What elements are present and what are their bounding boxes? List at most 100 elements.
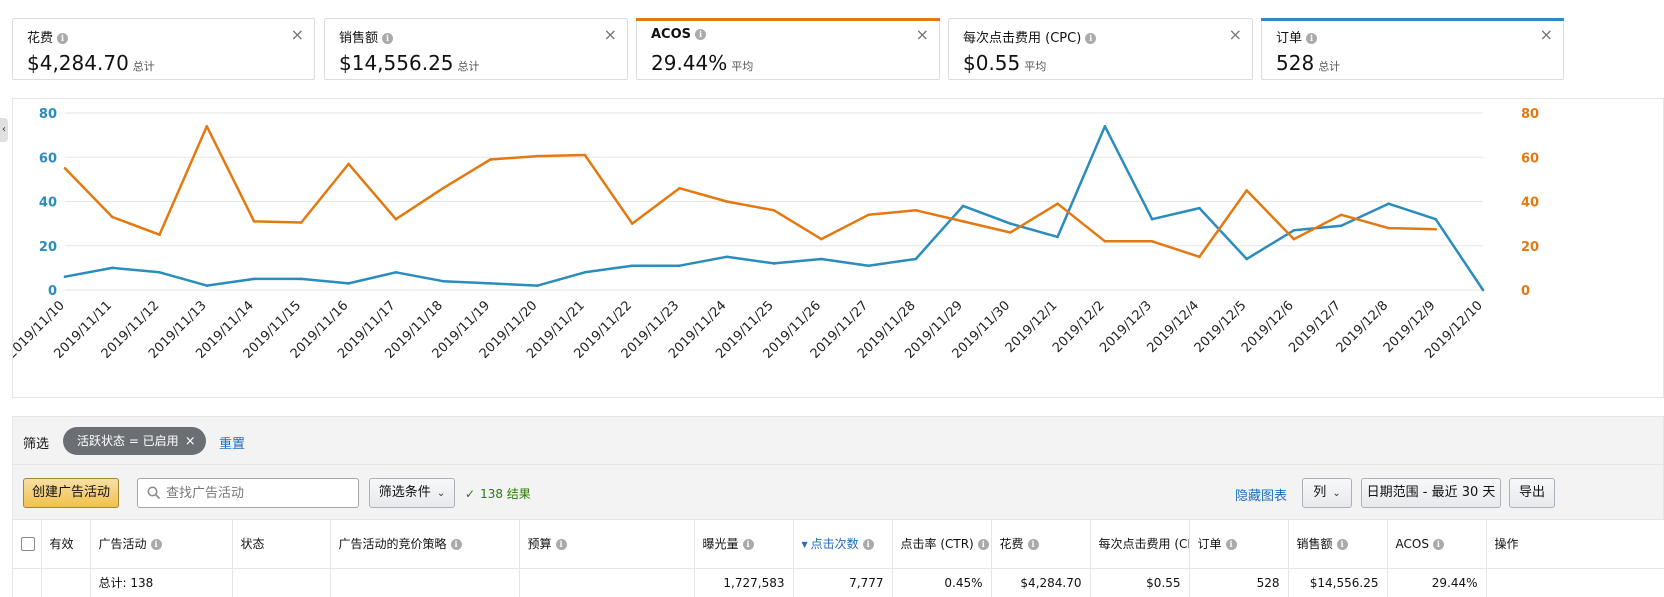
close-icon[interactable]: ×	[915, 25, 929, 44]
metric-accent-bar	[1261, 18, 1564, 21]
info-icon[interactable]: i	[1027, 539, 1039, 551]
data-point	[158, 233, 161, 236]
data-point	[1292, 228, 1296, 232]
column-header[interactable]: ACOS i	[1387, 520, 1487, 569]
select-all-cell	[13, 520, 42, 569]
reset-filters-link[interactable]: 重置	[219, 437, 246, 452]
chevron-down-icon: ⌄	[1332, 488, 1341, 499]
data-point	[1103, 240, 1107, 243]
table-cell: 0.45%	[892, 568, 992, 597]
export-button[interactable]: 导出	[1509, 478, 1555, 508]
info-icon[interactable]: i	[1432, 538, 1444, 550]
close-icon[interactable]: ×	[1539, 25, 1553, 44]
columns-button[interactable]: 列 ⌄	[1302, 478, 1352, 508]
info-icon[interactable]: i	[382, 33, 394, 44]
hide-chart-link[interactable]: 隐藏图表	[1235, 489, 1288, 504]
data-point	[961, 204, 965, 208]
active-filter-pill[interactable]: 活跃状态 = 已启用 ×	[63, 427, 206, 455]
table-cell: $0.55	[1090, 568, 1190, 597]
data-point	[1339, 213, 1343, 217]
data-point	[583, 153, 587, 157]
info-icon[interactable]: i	[1306, 33, 1318, 44]
data-point	[394, 217, 398, 221]
info-icon[interactable]: i	[862, 539, 874, 551]
column-header-sorted[interactable]: ▼ 点击次数 i	[793, 520, 893, 569]
data-point	[300, 221, 303, 224]
close-icon[interactable]: ×	[290, 25, 304, 44]
y-tick-label-left: 0	[48, 284, 57, 299]
data-point	[536, 284, 539, 287]
column-header[interactable]: 广告活动 i	[90, 520, 233, 569]
date-range-button[interactable]: 日期范围 - 最近 30 天	[1361, 478, 1501, 508]
metric-label: ACOS i	[651, 27, 707, 42]
data-point	[1245, 257, 1248, 261]
column-header[interactable]: 状态	[232, 520, 331, 569]
data-point	[772, 262, 776, 265]
data-point	[1150, 217, 1154, 221]
campaign-search[interactable]	[137, 478, 359, 508]
table-cell	[1486, 568, 1664, 597]
data-point	[394, 271, 398, 274]
column-header[interactable]: 操作	[1486, 520, 1664, 569]
close-icon[interactable]: ×	[1228, 25, 1242, 44]
metric-label: 订单 i	[1276, 27, 1318, 46]
column-header[interactable]: 广告活动的竞价策略 i	[330, 520, 520, 569]
filter-conditions-button[interactable]: 筛选条件 ⌄	[369, 478, 455, 508]
column-header[interactable]: 订单 i	[1189, 520, 1289, 569]
info-icon[interactable]: i	[977, 539, 989, 551]
column-header[interactable]: 有效	[41, 520, 91, 569]
column-header[interactable]: 点击率 (CTR) i	[892, 520, 992, 569]
data-point	[1292, 237, 1296, 241]
metric-accent-bar	[636, 18, 940, 21]
metric-card-sales[interactable]: 销售额 i $14,556.25 总计 ×	[324, 18, 628, 80]
search-input[interactable]	[166, 483, 354, 503]
metric-cards: 花费 i $4,284.70 总计 × 销售额 i $14,556.25 总计 × AC…	[12, 18, 1664, 80]
table-header-row: 有效 广告活动 i 状态 广告活动的竞价策略 i 预算 i 曝光量 i ▼ 点击次数 i 点…	[13, 520, 1664, 569]
column-header[interactable]: 每次点击费用 (CPC)	[1090, 520, 1190, 569]
column-header[interactable]: 销售额 i	[1288, 520, 1388, 569]
data-point	[158, 271, 161, 274]
series-line-1	[64, 125, 1485, 291]
search-icon	[147, 486, 161, 500]
column-header[interactable]: 曝光量 i	[694, 520, 794, 569]
data-point	[867, 264, 870, 267]
y-tick-label-right: 60	[1521, 151, 1539, 166]
info-icon[interactable]: i	[1085, 33, 1097, 44]
metric-value: $0.55 平均	[963, 51, 1047, 75]
data-point	[110, 266, 114, 270]
close-icon[interactable]: ×	[603, 25, 617, 44]
collapse-sidebar-handle[interactable]: ‹	[0, 118, 8, 142]
create-campaign-button[interactable]: 创建广告活动	[23, 478, 119, 508]
data-point	[1009, 222, 1012, 225]
column-header[interactable]: 花费 i	[991, 520, 1091, 569]
select-all-checkbox[interactable]	[21, 537, 35, 551]
info-icon[interactable]: i	[450, 539, 462, 551]
chevron-down-icon: ⌄	[436, 488, 446, 499]
data-point	[63, 167, 67, 170]
metric-card-acos[interactable]: ACOS i 29.44% 平均 ×	[636, 18, 940, 80]
info-icon[interactable]: i	[555, 539, 567, 551]
data-point	[630, 222, 634, 225]
data-point	[1198, 206, 1201, 210]
data-point	[725, 255, 729, 259]
y-tick-label-left: 80	[39, 107, 57, 122]
metric-card-orders[interactable]: 订单 i 528 总计 ×	[1261, 18, 1564, 80]
metric-value: $14,556.25 总计	[339, 51, 480, 75]
info-icon[interactable]: i	[695, 29, 707, 40]
data-point	[1056, 235, 1059, 239]
data-point	[489, 158, 492, 161]
remove-filter-icon[interactable]: ×	[184, 434, 196, 449]
info-icon[interactable]: i	[1336, 539, 1348, 551]
data-point	[914, 257, 918, 261]
metric-card-spend[interactable]: 花费 i $4,284.70 总计 ×	[12, 18, 315, 80]
info-icon[interactable]: i	[742, 539, 754, 551]
column-header[interactable]: 预算 i	[519, 520, 695, 569]
totals-row: 总计: 138 1,727,583 7,777 0.45% $4,284.70 …	[13, 568, 1664, 597]
info-icon[interactable]: i	[57, 33, 69, 44]
info-icon[interactable]: i	[150, 539, 162, 551]
info-icon[interactable]: i	[1225, 539, 1237, 551]
data-point	[1103, 124, 1107, 128]
metric-card-cpc[interactable]: 每次点击费用 (CPC) i $0.55 平均 ×	[948, 18, 1253, 80]
table-cell	[41, 568, 91, 597]
